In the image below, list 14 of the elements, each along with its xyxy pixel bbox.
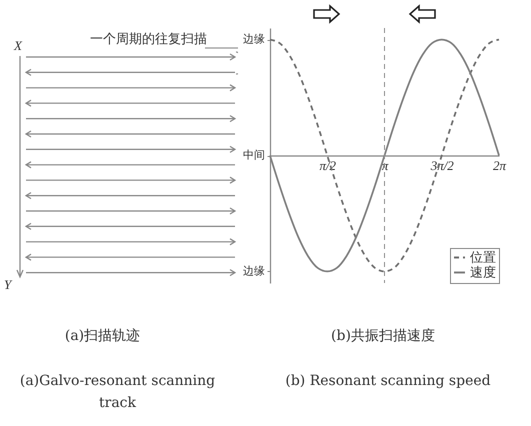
text: 边缘 [243,264,265,278]
legend-label: 位置 [470,250,496,266]
legend-label: 速度 [470,264,496,280]
x-tick-label: 3π/2 [430,158,454,173]
text: 一个周期的往复扫描 [90,31,207,46]
text: (a)扫描轨迹 [64,327,142,346]
text: 边缘 [243,32,265,46]
text: X [13,38,23,53]
x-tick-label: 2π [492,158,506,173]
text: Y [4,277,13,292]
text: (a)Galvo-resonant scanning track [18,372,216,413]
text: (b)共振扫描速度 [330,327,436,346]
text: 中间 [243,148,265,162]
text: (b) Resonant scanning speed [284,372,492,391]
